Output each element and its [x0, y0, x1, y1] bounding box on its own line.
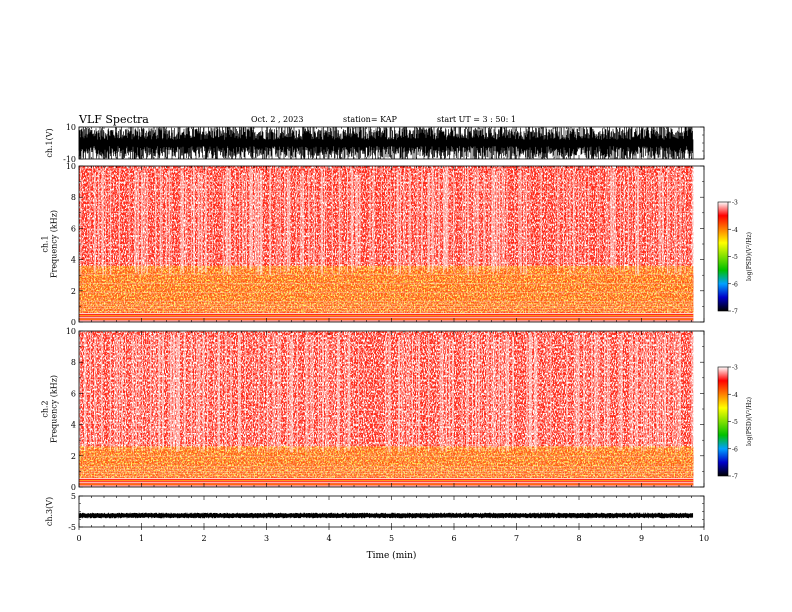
x-tick-label: 3 — [264, 534, 269, 543]
y-tick-label: 2 — [71, 287, 76, 296]
spectrogram-speckle — [79, 446, 694, 478]
colorbar-tick-label: -4 — [732, 392, 738, 399]
x-tick-label: 2 — [201, 534, 206, 543]
x-tick-label: 7 — [514, 534, 519, 543]
y-tick-label: 6 — [71, 224, 76, 233]
start-time-label: start UT = 3 : 50: 1 — [437, 115, 516, 124]
spectrogram-streaks — [80, 166, 694, 276]
y-axis-label: Frequency (kHz) — [50, 210, 59, 278]
x-tick-label: 0 — [76, 534, 81, 543]
waveform-trace — [78, 512, 694, 519]
colorbar-tick-label: -3 — [732, 200, 738, 207]
x-tick-label: 10 — [699, 534, 709, 543]
y-tick-label: 10 — [66, 123, 76, 132]
y-tick-label: -5 — [68, 523, 76, 532]
y-tick-label: 10 — [66, 162, 76, 171]
colorbar-tick-label: -7 — [732, 474, 738, 481]
colorbar-tick-label: -4 — [732, 227, 738, 234]
y-axis-label: ch.2 — [41, 400, 50, 417]
y-tick-label: 0 — [71, 318, 76, 327]
x-tick-label: 4 — [326, 534, 331, 543]
y-tick-label: 4 — [71, 256, 76, 265]
ch1-waveform-panel: 10 -10 ch.1(V) — [45, 123, 705, 164]
colorbar-tick-label: -5 — [732, 419, 738, 426]
colorbar-tick-label: -7 — [732, 309, 738, 316]
ch2-spectrogram-panel: 0 2 4 6 8 10 ch.2 Frequency (kHz) -3 -4 -5 -6 -7 log(… — [41, 327, 754, 492]
panel-frame — [78, 495, 705, 528]
y-axis-label: ch.3(V) — [45, 497, 54, 526]
chart-title: VLF Spectra — [79, 113, 149, 126]
y-tick-label: 8 — [71, 358, 76, 367]
x-tick-label: 1 — [139, 534, 144, 543]
ch3-waveform-panel: 0 1 2 3 4 5 6 7 8 9 10 Time (min) 5 -5 ch.3(V) — [45, 492, 709, 561]
colorbar-tick-label: -6 — [732, 281, 738, 288]
y-tick-label: 0 — [71, 483, 76, 492]
station-label: station= KAP — [343, 115, 397, 124]
date-label: Oct. 2 , 2023 — [251, 115, 304, 124]
x-tick-label: 6 — [451, 534, 456, 543]
waveform-trace — [78, 127, 694, 159]
x-axis-label: Time (min) — [367, 550, 417, 561]
y-axis-label: ch.1(V) — [45, 128, 54, 157]
ch1-spectrogram-panel: 0 2 4 6 8 10 ch.1 Frequency (kHz) -3 -4 -5 -6 -7 log(… — [41, 162, 754, 327]
colorbar: -3 -4 -5 -6 -7 log(PSD)(V²/Hz) — [717, 200, 753, 316]
y-tick-label: 2 — [71, 452, 76, 461]
colorbar-tick-label: -3 — [732, 365, 738, 372]
y-axis-label: ch.1 — [41, 235, 50, 252]
x-tick-label: 8 — [576, 534, 581, 543]
colorbar-tick-label: -5 — [732, 254, 738, 261]
y-tick-label: -10 — [63, 155, 76, 164]
colorbar: -3 -4 -5 -6 -7 log(PSD)(V²/Hz) — [717, 365, 753, 481]
y-tick-label: 6 — [71, 389, 76, 398]
colorbar-rect — [717, 201, 729, 312]
x-tick-label: 9 — [639, 534, 644, 543]
colorbar-label: log(PSD)(V²/Hz) — [746, 397, 753, 446]
y-axis-label: Frequency (kHz) — [50, 375, 59, 443]
y-tick-label: 5 — [71, 492, 76, 501]
y-tick-label: 8 — [71, 193, 76, 202]
colorbar-rect — [717, 366, 729, 477]
x-tick-label: 5 — [389, 534, 394, 543]
y-tick-label: 4 — [71, 421, 76, 430]
y-tick-label: 10 — [66, 327, 76, 336]
colorbar-label: log(PSD)(V²/Hz) — [746, 232, 753, 281]
spectrogram-streaks — [79, 331, 695, 453]
colorbar-tick-label: -6 — [732, 446, 738, 453]
